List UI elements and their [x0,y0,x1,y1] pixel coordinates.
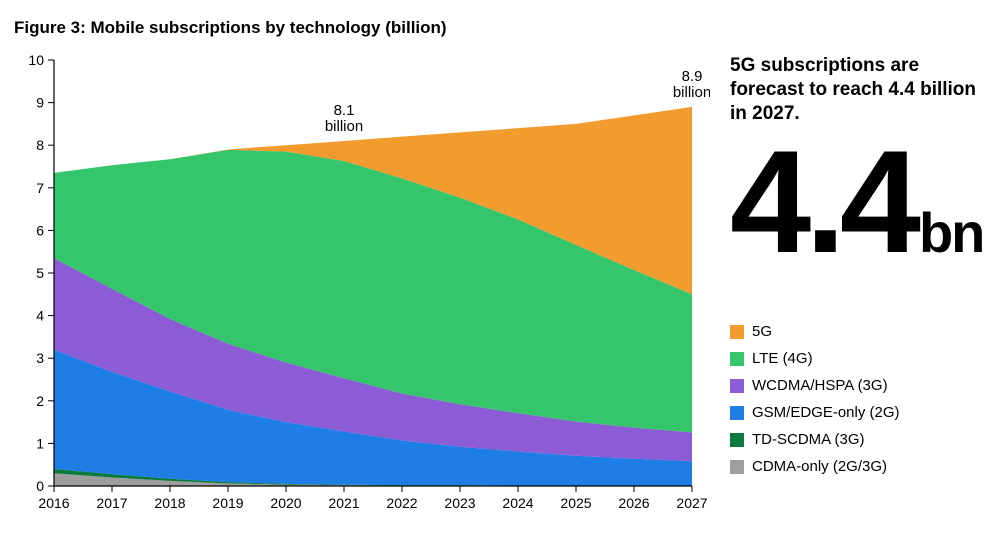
legend-label: WCDMA/HSPA (3G) [752,377,888,394]
legend-swatch [730,325,744,339]
x-tick-label: 2018 [154,495,185,511]
legend-swatch [730,379,744,393]
legend-item: TD-SCDMA (3G) [730,431,990,448]
legend-item: GSM/EDGE-only (2G) [730,404,990,421]
callout-value: 8.1 [334,102,355,119]
x-tick-label: 2022 [386,495,417,511]
callout-unit: billion [325,118,363,135]
y-tick-label: 7 [36,180,44,196]
x-tick-label: 2021 [328,495,359,511]
y-tick-label: 10 [28,52,44,68]
y-tick-label: 6 [36,222,44,238]
x-tick-label: 2024 [502,495,533,511]
legend-item: 5G [730,323,990,340]
legend-label: CDMA-only (2G/3G) [752,458,887,475]
headline-text: 5G subscriptions are forecast to reach 4… [730,54,990,125]
y-tick-label: 8 [36,137,44,153]
y-tick-label: 5 [36,265,44,281]
big-number-value: 4.4 [730,129,915,275]
x-tick-label: 2025 [560,495,591,511]
chart-container: 0 1 2 3 4 5 6 7 8 9 10 2016 2017 2018 2019 2020 2021 2022… [10,50,710,520]
legend-label: GSM/EDGE-only (2G) [752,404,900,421]
big-number-unit: bn [919,205,983,261]
y-tick-label: 3 [36,350,44,366]
legend-label: LTE (4G) [752,350,813,367]
big-number: 4.4 bn [730,129,990,275]
figure-title: Figure 3: Mobile subscriptions by techno… [14,18,990,38]
legend-item: CDMA-only (2G/3G) [730,458,990,475]
x-tick-label: 2026 [618,495,649,511]
callout-unit: billion [673,84,710,101]
x-tick-label: 2016 [38,495,69,511]
legend-label: 5G [752,323,772,340]
callout-value: 8.9 [682,68,703,85]
legend-swatch [730,406,744,420]
y-tick-label: 2 [36,393,44,409]
legend-item: LTE (4G) [730,350,990,367]
y-tick-label: 9 [36,95,44,111]
legend-swatch [730,460,744,474]
y-tick-label: 0 [36,478,44,494]
y-tick-label: 1 [36,435,44,451]
stacked-area-chart: 0 1 2 3 4 5 6 7 8 9 10 2016 2017 2018 2019 2020 2021 2022… [10,50,710,520]
legend-swatch [730,352,744,366]
x-tick-label: 2019 [212,495,243,511]
x-tick-label: 2023 [444,495,475,511]
legend-swatch [730,433,744,447]
x-tick-label: 2027 [676,495,707,511]
legend: 5G LTE (4G) WCDMA/HSPA (3G) GSM/EDGE-only (… [730,323,990,475]
x-tick-label: 2017 [96,495,127,511]
y-tick-label: 4 [36,308,44,324]
legend-label: TD-SCDMA (3G) [752,431,865,448]
legend-item: WCDMA/HSPA (3G) [730,377,990,394]
x-tick-label: 2020 [270,495,301,511]
